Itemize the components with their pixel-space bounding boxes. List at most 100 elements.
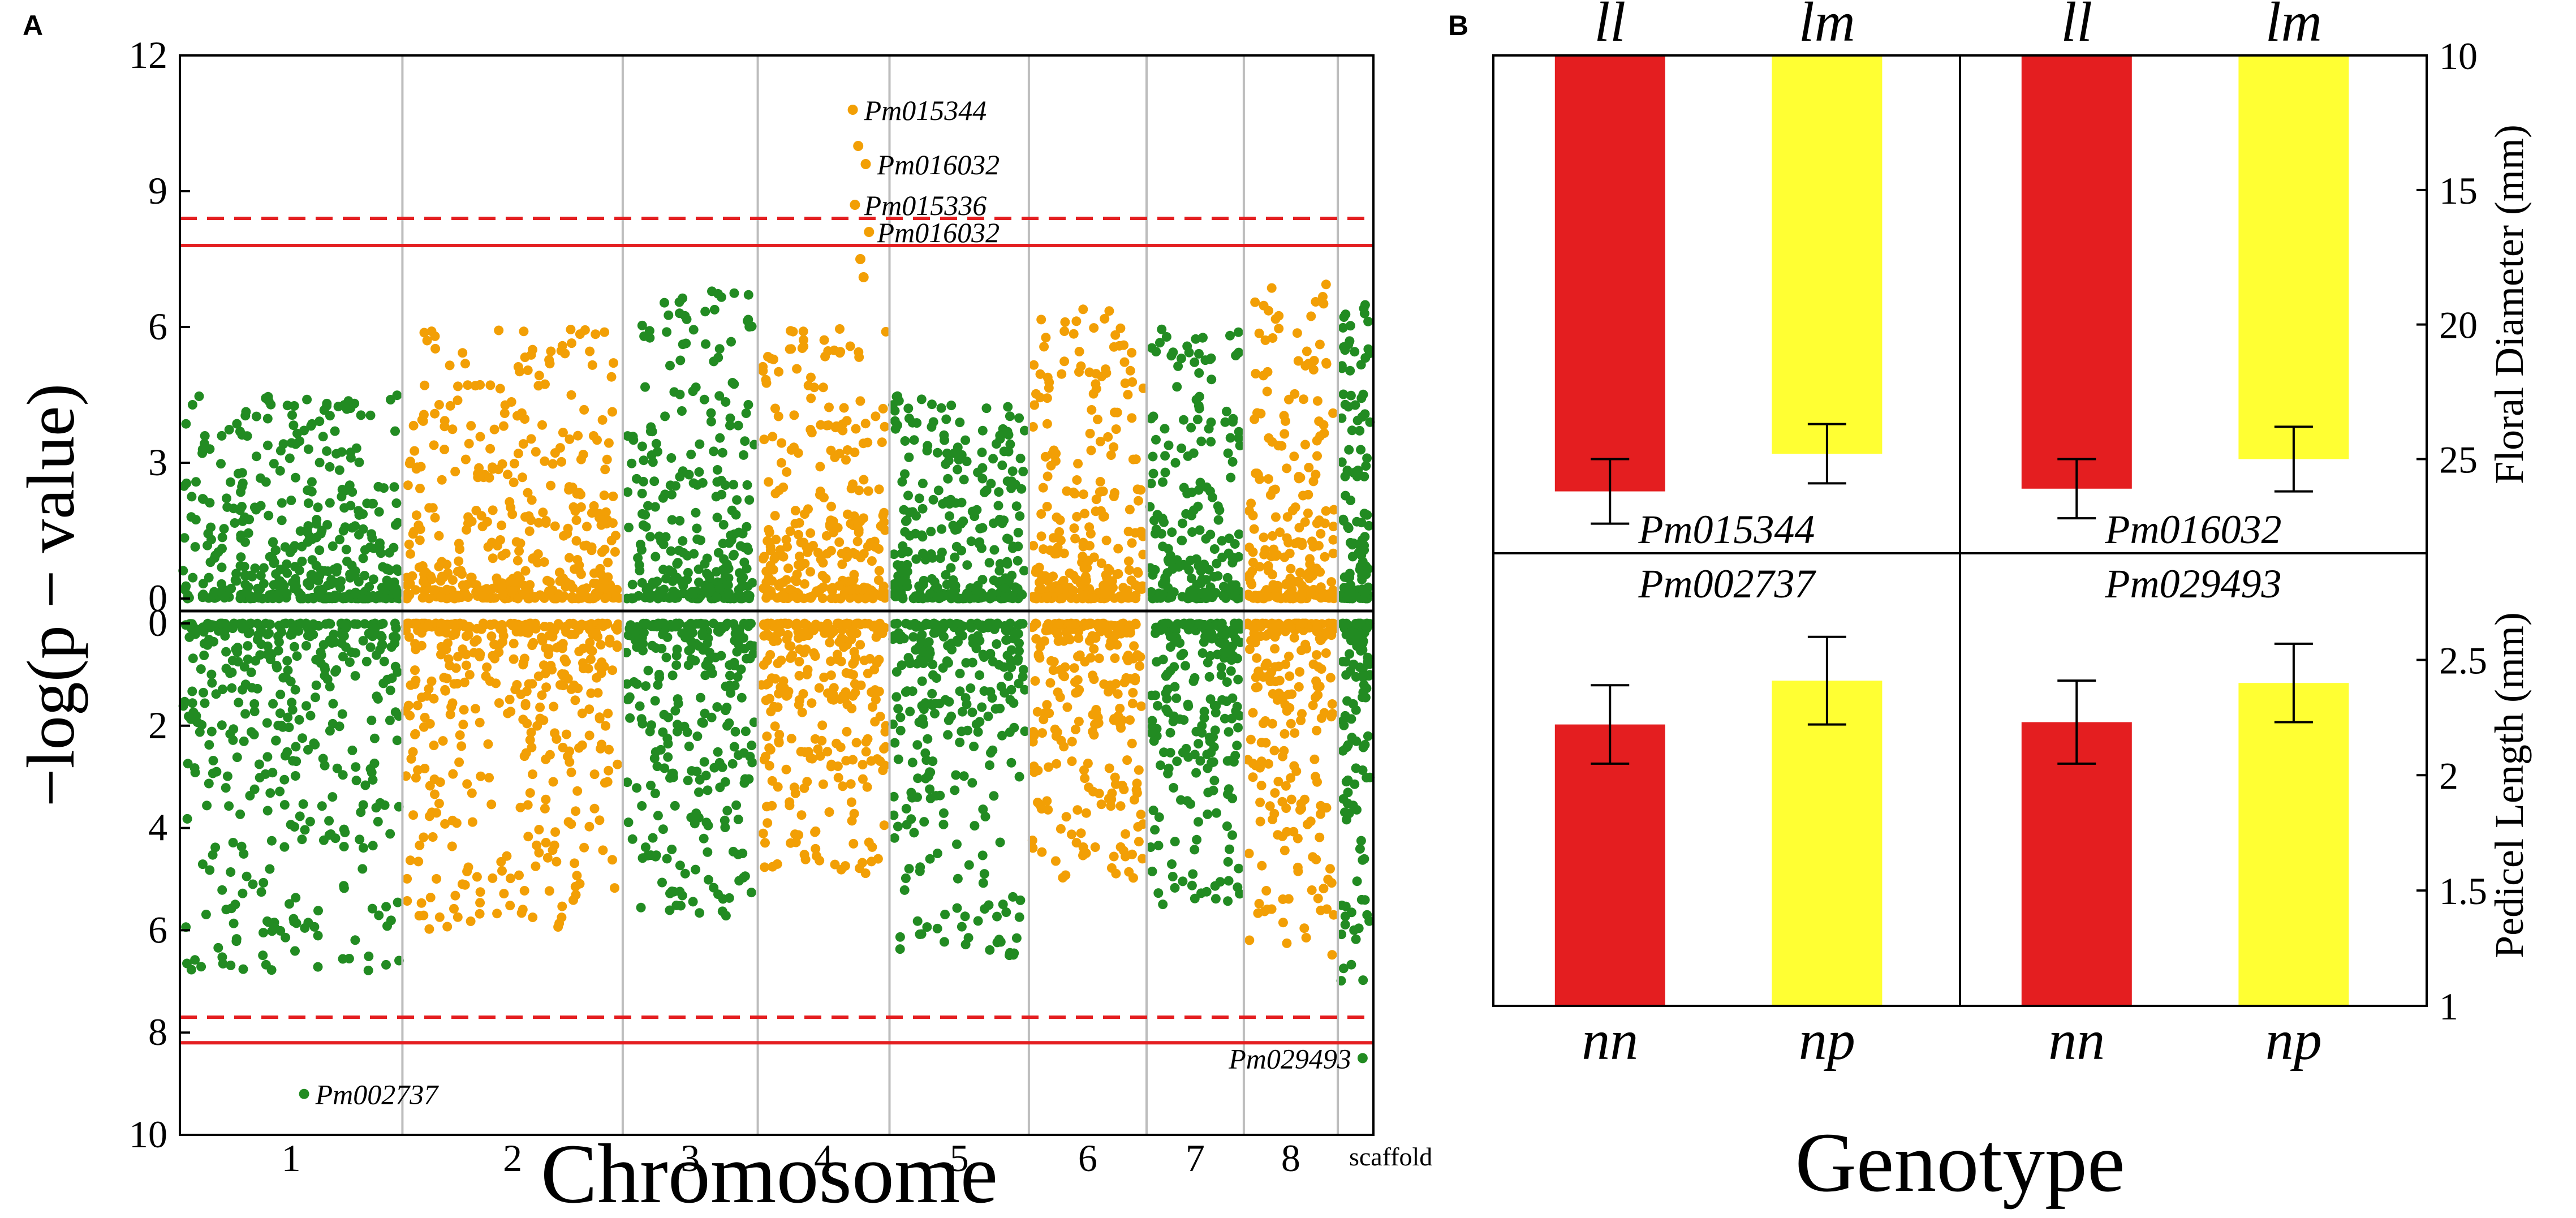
snp-point-top (406, 549, 415, 559)
snp-point-bottom (622, 777, 632, 787)
snp-point-bottom (1110, 653, 1120, 663)
snp-point-bottom (423, 621, 433, 631)
snp-point-bottom (1135, 652, 1145, 662)
snp-point-top (902, 515, 912, 526)
snp-point-bottom (570, 619, 579, 630)
snp-point-bottom (338, 652, 348, 662)
snp-point-bottom (550, 827, 561, 837)
snp-point-top (589, 578, 599, 588)
snp-point-bottom (905, 707, 915, 717)
snp-point-top (599, 490, 609, 501)
snp-point-bottom (452, 679, 462, 688)
snp-point-bottom (600, 619, 610, 629)
genotype-bar (1772, 681, 1883, 1006)
snp-point-bottom (1325, 673, 1336, 683)
snp-point-bottom (515, 802, 525, 812)
snp-point-bottom (1286, 773, 1296, 783)
snp-point-top (1039, 342, 1049, 352)
snp-point-bottom (1028, 843, 1038, 853)
snp-point-top (1265, 490, 1276, 500)
snp-point-top (1244, 543, 1254, 553)
snp-point-top (1196, 436, 1207, 446)
snp-point-top (303, 444, 313, 454)
snp-point-top (640, 382, 650, 392)
snp-point-bottom (990, 704, 1001, 714)
snp-point-top (1217, 536, 1227, 546)
snp-point-top (528, 554, 537, 564)
snp-point-bottom (475, 887, 485, 897)
snp-point-top (714, 391, 725, 401)
snp-point-top (1029, 360, 1039, 370)
snp-point-top (853, 520, 863, 530)
snp-point-bottom (259, 877, 269, 888)
snp-point-bottom (744, 774, 754, 784)
snp-point-bottom (1115, 719, 1125, 729)
snp-point-bottom (563, 817, 574, 827)
snp-point-top (1152, 510, 1162, 520)
snp-point-top (611, 592, 622, 602)
snp-point-top (875, 566, 884, 576)
snp-point-bottom (920, 698, 931, 708)
snp-point-bottom (955, 627, 965, 637)
snp-point-top (851, 549, 861, 559)
snp-point-bottom (919, 817, 929, 827)
snp-point-bottom (522, 718, 532, 729)
snp-point-top (250, 563, 260, 573)
genotype-category-label: ll (2061, 0, 2092, 53)
snp-point-top (226, 583, 236, 593)
snp-point-top (1339, 342, 1349, 352)
snp-point-bottom (1360, 895, 1370, 905)
snp-point-bottom (249, 784, 260, 794)
snp-point-top (1004, 576, 1014, 586)
snp-point-top (1249, 524, 1259, 534)
snp-point-top (511, 537, 522, 547)
snp-point-bottom (909, 828, 919, 838)
snp-point-bottom (932, 849, 942, 858)
snp-point-bottom (870, 685, 880, 695)
snp-point-top (624, 522, 634, 532)
snp-point-top (1123, 390, 1133, 400)
snp-point-top (306, 570, 316, 580)
snp-point-bottom (385, 715, 395, 725)
snp-point-top (1318, 292, 1328, 302)
snp-point-top (365, 410, 376, 420)
snp-point-top (411, 510, 421, 520)
snp-point-top (725, 413, 735, 423)
snp-point-bottom (1302, 644, 1312, 654)
snp-point-top (408, 529, 418, 539)
snp-point-top (1151, 434, 1161, 445)
snp-point-bottom (913, 773, 923, 784)
snp-point-bottom (863, 669, 873, 678)
snp-point-bottom (944, 715, 954, 725)
snp-point-top (1360, 409, 1370, 419)
snp-point-top (889, 579, 899, 589)
snp-point-bottom (1293, 833, 1303, 843)
snp-point-bottom (440, 685, 450, 695)
snp-point-bottom (443, 654, 454, 664)
snp-point-bottom (1279, 746, 1289, 756)
snp-point-bottom (258, 950, 268, 961)
snp-point-top (977, 425, 988, 436)
snp-point-bottom (231, 934, 242, 944)
snp-point-top (644, 326, 654, 336)
snp-point-bottom (1252, 653, 1262, 663)
snp-point-top (987, 591, 997, 601)
snp-point-top (236, 533, 246, 543)
snp-point-top (1071, 575, 1082, 584)
snp-point-top (481, 584, 492, 594)
snp-point-bottom (376, 631, 386, 641)
snp-point-bottom (1067, 737, 1077, 747)
snp-point-bottom (248, 879, 258, 889)
snp-point-bottom (1080, 657, 1090, 667)
snp-point-bottom (955, 737, 965, 747)
snp-point-bottom (367, 715, 377, 725)
snp-point-top (897, 477, 907, 487)
snp-point-bottom (694, 787, 704, 797)
snp-point-bottom (1358, 645, 1368, 655)
panel-b-x-label: Genotype (1795, 1116, 2125, 1210)
snp-point-top (1191, 395, 1201, 404)
snp-point-top (717, 447, 727, 458)
snp-point-bottom (1244, 644, 1255, 655)
snp-point-bottom (1270, 677, 1281, 687)
snp-point-top (242, 431, 252, 441)
